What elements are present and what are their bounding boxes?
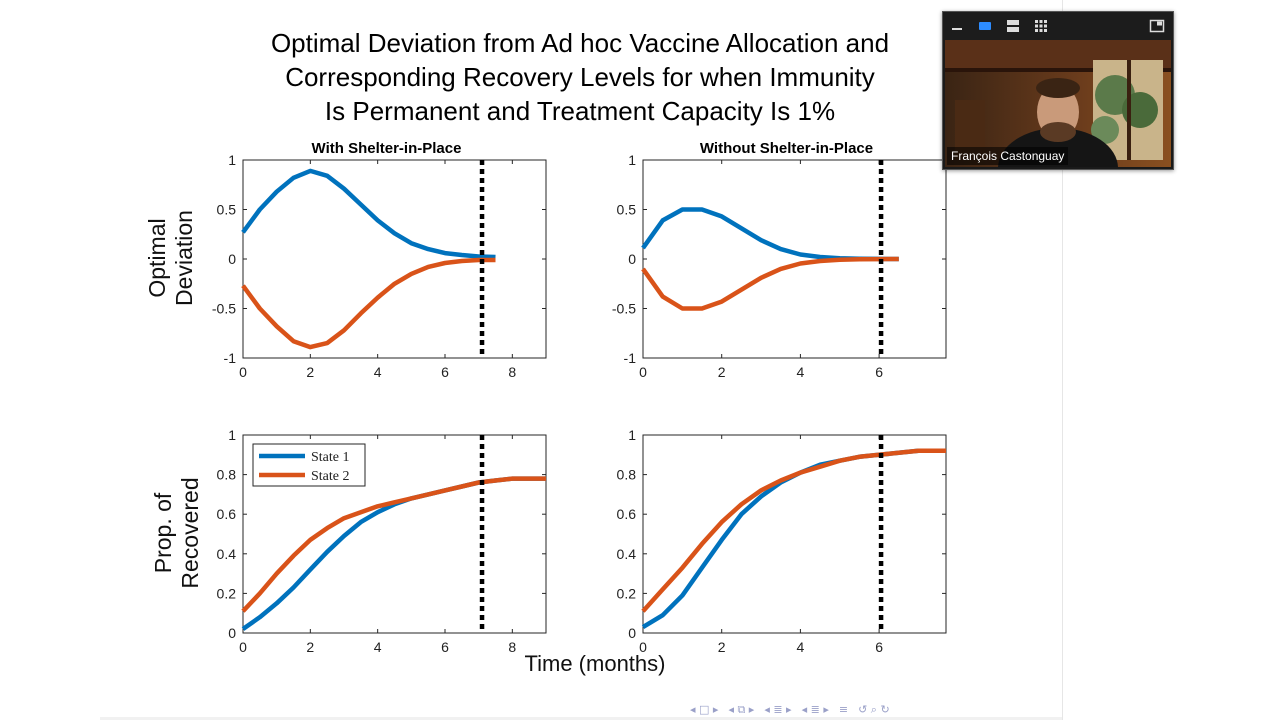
x-tick-label: 0 [239,639,247,655]
slide-title: Optimal Deviation from Ad hoc Vaccine Al… [180,26,980,128]
y-tick-label: 1 [228,152,236,168]
y-tick-label: 1 [628,152,636,168]
x-tick-label: 2 [306,364,314,380]
axes-rec_without: 0 2 4 6 0 0.2 0.4 0.6 0.8 1 [617,427,947,655]
x-label: Time (months) [525,651,666,676]
axes-rec_with: 0 2 4 6 8 0 0.2 0.4 0.6 0.8 1 State 1 State 2 [217,427,547,655]
beamer-navigation: ◂ □ ▸ ◂ ⧉ ▸ ◂ ≣ ▸ ◂ ≣ ▸ ≡ ↺ ⌕ ↻ [690,703,890,719]
y-tick-label: 0.5 [617,202,637,218]
y-tick-label: 0.4 [217,546,237,562]
axes-title: Without Shelter-in-Place [700,140,873,157]
x-tick-label: 2 [718,364,726,380]
legend-label-state-1: State 1 [311,450,350,465]
x-tick-label: 6 [875,639,883,655]
y-tick-label: 0.4 [617,546,637,562]
series-line-state-2 [241,257,496,350]
x-tick-label: 6 [441,364,449,380]
y-tick-label: 0.2 [217,585,237,601]
y-tick-label: 0.8 [217,467,237,483]
legend-label-state-2: State 2 [311,469,350,484]
x-tick-label: 6 [441,639,449,655]
title-line: Optimal Deviation from Ad hoc Vaccine Al… [270,28,890,58]
x-tick-label: 0 [239,364,247,380]
y-tick-label: 0 [628,251,636,267]
x-tick-label: 6 [875,364,883,380]
y-tick-label: 0.2 [617,585,637,601]
y-tick-label: 0.8 [617,467,637,483]
series-line-state-2 [641,448,946,613]
title-line: Is Permanent and Treatment Capacity Is 1… [324,96,836,126]
y-tick-label: 0 [628,625,636,641]
axes-title: With Shelter-in-Place [312,140,462,157]
x-tick-label: 4 [374,364,382,380]
x-tick-label: 4 [797,364,805,380]
y-tick-label: 0 [228,625,236,641]
nav-section-icon[interactable]: ◂ ≣ ▸ [764,703,792,716]
y-tick-label: 1 [628,427,636,443]
title-line: Corresponding Recovery Levels for when I… [285,62,875,92]
speaker-view-icon[interactable] [1005,18,1021,34]
legend: State 1 State 2 [252,443,366,487]
y-tick-label: -1 [624,350,637,366]
y-label-bottom-line2: Recovered [177,477,203,588]
axes-dev_without: Without Shelter-in-Place 0 2 4 6 -1 -0.5 0 0.5 1 [612,140,947,380]
legend-box [252,443,366,487]
series-line-state-1 [241,168,496,260]
y-tick-label: -1 [224,350,237,366]
x-tick-label: 0 [639,364,647,380]
y-tick-label: -0.5 [612,301,636,317]
x-tick-label: 2 [718,639,726,655]
y-tick-label: 0.6 [217,506,237,522]
x-tick-label: 8 [508,364,516,380]
axes-box [642,434,947,634]
x-tick-label: 8 [508,639,516,655]
series-line-state-2 [641,256,899,311]
active-speaker-icon[interactable] [977,18,993,34]
exit-minimized-icon[interactable] [1149,18,1165,34]
x-tick-label: 4 [797,639,805,655]
video-toolbar [943,12,1173,40]
axes-dev_with: With Shelter-in-Place 0 2 4 6 8 -1 -0.5 0 0.5 1 [212,140,547,380]
slide-bottom-bar [100,717,1062,720]
nav-toc-icon[interactable]: ≡ [838,703,849,716]
minimize-icon[interactable] [949,18,965,34]
series-line-state-2 [241,476,546,613]
x-tick-label: 0 [639,639,647,655]
y-label-bottom-line1: Prop. of [150,492,176,573]
x-tick-label: 2 [306,639,314,655]
y-tick-label: 0 [228,251,236,267]
y-tick-label: -0.5 [212,301,236,317]
y-tick-label: 0.5 [217,202,237,218]
nav-frame-icon[interactable]: ◂ □ ▸ [690,703,719,716]
gallery-view-icon[interactable] [1033,18,1049,34]
y-tick-label: 0.6 [617,506,637,522]
participant-name: François Castonguay [947,147,1069,165]
nav-document-icon[interactable]: ◂ ≣ ▸ [801,703,829,716]
video-tile[interactable]: François Castonguay [942,11,1174,170]
axes-box [242,159,547,359]
y-tick-label: 1 [228,427,236,443]
y-label-top-line2: Deviation [171,210,197,306]
nav-search-icon[interactable]: ↺ ⌕ ↻ [858,703,890,716]
x-tick-label: 4 [374,639,382,655]
slide-right-margin [1062,0,1063,720]
y-label-top-line1: Optimal [144,218,170,297]
nav-subsection-icon[interactable]: ◂ ⧉ ▸ [728,703,755,716]
axes-box [642,159,947,359]
video-feed: François Castonguay [945,40,1171,167]
